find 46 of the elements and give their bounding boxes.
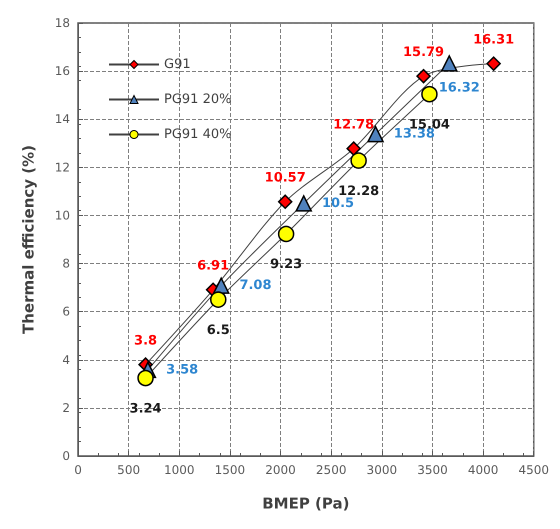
point bbox=[416, 68, 431, 84]
point bbox=[421, 86, 438, 102]
x-tick-label: 2000 bbox=[265, 463, 296, 477]
x-tick-label: 1000 bbox=[164, 463, 195, 477]
x-tick-label: 4000 bbox=[468, 463, 498, 477]
x-tick-label: 3000 bbox=[366, 463, 398, 477]
y-tick-label: 14 bbox=[54, 112, 70, 126]
data-label: 16.31 bbox=[473, 32, 514, 48]
y-axis-title: Thermal efficiency (%) bbox=[20, 144, 38, 334]
legend-label: PG91 20% bbox=[164, 92, 232, 107]
y-tick-label: 6 bbox=[62, 304, 70, 319]
point bbox=[210, 291, 227, 308]
y-tick-label: 10 bbox=[54, 208, 70, 222]
y-tick-label: 16 bbox=[54, 64, 70, 78]
y-tick-label: 4 bbox=[62, 352, 70, 367]
x-tick-label: 1500 bbox=[214, 463, 246, 477]
data-label: 7.08 bbox=[239, 278, 272, 294]
point bbox=[441, 55, 458, 72]
x-axis-title: BMEP (Pa) bbox=[262, 494, 350, 512]
data-label: 10.57 bbox=[264, 170, 306, 186]
y-tick-label: 0 bbox=[62, 449, 70, 463]
data-label: 15.79 bbox=[402, 44, 444, 60]
x-tick-label: 0 bbox=[74, 463, 82, 477]
legend-label: G91 bbox=[164, 57, 191, 72]
point bbox=[295, 195, 312, 212]
point bbox=[486, 56, 501, 71]
data-label: 16.32 bbox=[438, 80, 480, 96]
data-label: 6.5 bbox=[206, 322, 230, 338]
x-tick-label: 2500 bbox=[316, 463, 346, 477]
point bbox=[350, 152, 367, 169]
x-tick-label: 3500 bbox=[417, 463, 448, 477]
point bbox=[137, 370, 154, 386]
y-tick-label: 2 bbox=[62, 400, 70, 415]
legend-label: PG91 40% bbox=[164, 127, 232, 142]
point bbox=[346, 141, 361, 156]
x-tick-label: 4500 bbox=[518, 463, 550, 477]
data-label: 3.58 bbox=[166, 362, 198, 378]
y-tick-label: 12 bbox=[54, 160, 70, 174]
x-tick-label: 500 bbox=[117, 463, 140, 477]
data-label: 6.91 bbox=[197, 258, 230, 274]
point bbox=[278, 194, 292, 209]
point bbox=[278, 226, 294, 242]
y-tick-label: 8 bbox=[62, 256, 70, 271]
data-label: 12.78 bbox=[333, 117, 374, 132]
data-label: 3.8 bbox=[134, 333, 158, 348]
y-tick-label: 18 bbox=[54, 16, 70, 30]
